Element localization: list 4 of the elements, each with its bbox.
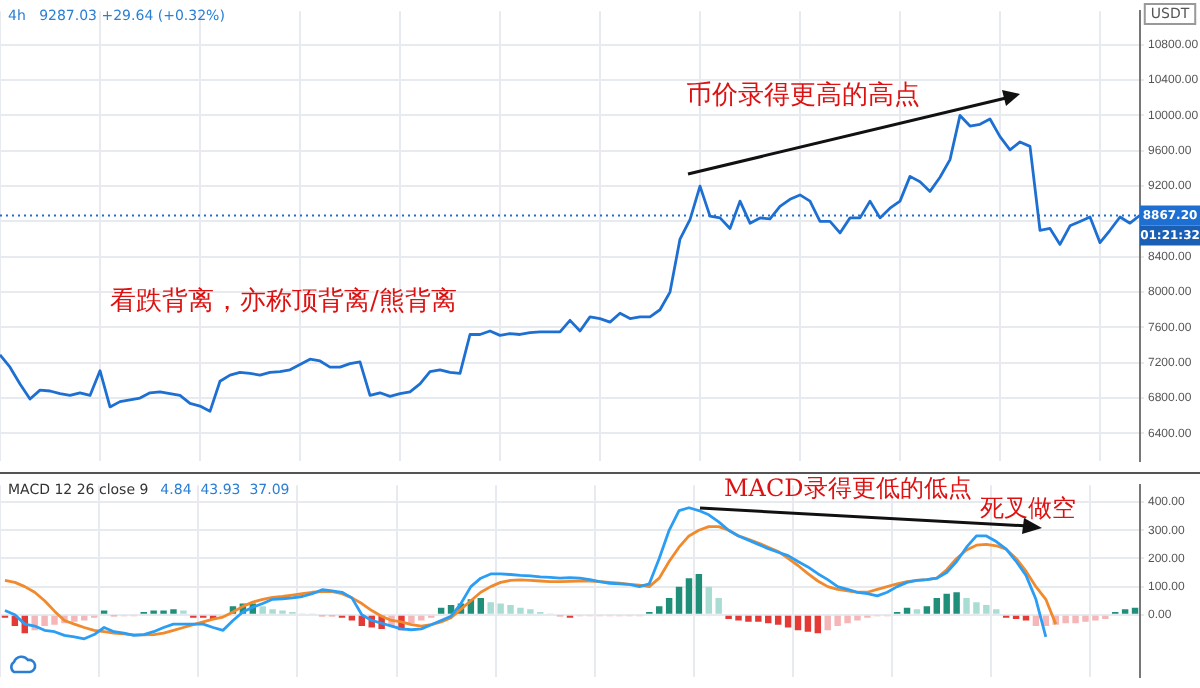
annotation: 看跌背离，亦称顶背离/熊背离 (110, 284, 457, 317)
annotation: 死叉做空 (980, 494, 1076, 523)
annotation: MACD录得更低的低点 (724, 474, 972, 503)
annotation: 币价录得更高的高点 (686, 78, 920, 111)
